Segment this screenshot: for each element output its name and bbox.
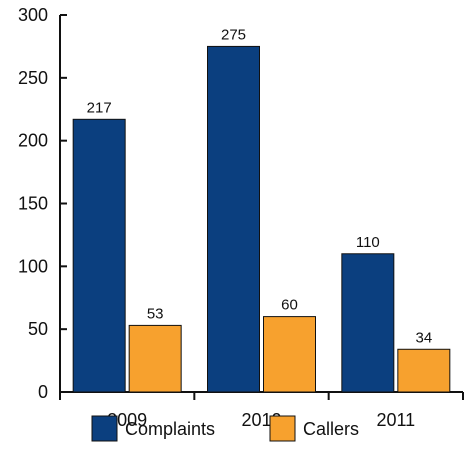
data-label-complaints: 217 (87, 99, 112, 116)
legend-label-callers: Callers (303, 419, 359, 439)
bar-complaints (341, 253, 395, 393)
y-axis: 0 50 100 150 200 250 300 (18, 5, 67, 402)
bar-callers (397, 348, 451, 393)
data-label-callers: 60 (281, 297, 298, 314)
y-tick-label: 250 (18, 68, 48, 88)
legend-swatch-complaints (91, 415, 118, 442)
bar-callers (263, 316, 316, 393)
y-tick-label: 50 (28, 319, 48, 339)
bars (72, 45, 451, 393)
data-label-complaints: 110 (356, 234, 380, 251)
bar-complaints (72, 118, 126, 393)
legend: Complaints Callers (91, 415, 359, 442)
x-axis: 2009 2010 2011 (59, 391, 464, 430)
y-tick-label: 100 (18, 256, 48, 276)
data-label-complaints: 275 (221, 26, 246, 43)
bar-complaints (207, 45, 260, 393)
legend-label-complaints: Complaints (125, 419, 215, 439)
y-tick-label: 300 (18, 5, 48, 25)
data-label-callers: 34 (415, 329, 432, 346)
y-tick-label: 150 (18, 194, 48, 214)
y-tick-label: 0 (38, 382, 48, 402)
x-category-label: 2011 (376, 410, 415, 430)
y-tick-label: 200 (18, 131, 48, 151)
data-labels: 217 53 275 60 110 34 (87, 26, 433, 346)
bar-callers (128, 324, 182, 393)
legend-swatch-callers (269, 415, 296, 442)
data-label-callers: 53 (147, 305, 164, 322)
